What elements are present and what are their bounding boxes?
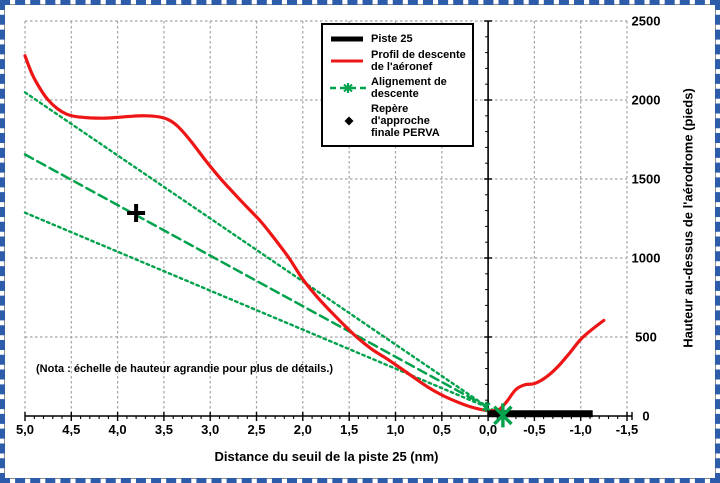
x-tick-label: 3,0 [201, 422, 219, 437]
x-tick-label: -0,5 [523, 422, 545, 437]
x-axis-title: Distance du seuil de la piste 25 (nm) [214, 449, 439, 464]
marker-alignement-point-seuil [481, 402, 491, 412]
marker-alignement-point-toucher [493, 405, 513, 426]
series-alignement-descente [23, 153, 505, 417]
legend-item-alignement-descente: Alignement de descente [327, 76, 468, 100]
y-axis-title: Hauteur au-dessus de l'aérodrome (pieds) [680, 88, 696, 348]
legend-label-piste-25: Piste 25 [371, 33, 413, 45]
legend-item-piste-25: Piste 25 [327, 32, 468, 46]
x-tick-label: 0,0 [479, 422, 497, 437]
legend-swatch-piste-25-icon [327, 32, 371, 46]
series-alignement-tolerance-sup [23, 91, 488, 408]
legend-item-profil-descente: Profil de descente de l'aéronef [327, 49, 468, 73]
legend-item-repere-perva: Repère d'approche finale PERVA [327, 103, 468, 139]
x-tick-label: 4,0 [109, 422, 127, 437]
legend-swatch-repere-perva-icon [327, 114, 371, 128]
x-tick-label: 0,5 [433, 422, 451, 437]
chart-note: (Nota : échelle de hauteur agrandie pour… [36, 363, 334, 375]
series-alignement-tolerance-inf [23, 211, 488, 408]
x-tick-label: 5,0 [16, 422, 34, 437]
x-tick-label: 2,5 [247, 422, 265, 437]
x-tick-label: 1,0 [386, 422, 404, 437]
y-tick-label: 500 [635, 330, 657, 345]
y-tick-label: 2000 [632, 93, 661, 108]
legend-label-alignement-descente: Alignement de descente [371, 76, 447, 100]
y-tick-label: 0 [642, 409, 649, 424]
x-tick-label: -1,5 [616, 422, 638, 437]
series-profil-descente [23, 54, 606, 413]
legend-label-repere-perva: Repère d'approche finale PERVA [371, 103, 440, 139]
x-tick-label: 4,5 [62, 422, 80, 437]
legend-swatch-profil-descente-icon [327, 54, 371, 68]
legend-label-profil-descente: Profil de descente de l'aéronef [371, 49, 466, 73]
legend: Piste 25 Profil de descente de l'aéronef Al… [321, 23, 474, 147]
y-tick-label: 1000 [632, 251, 661, 266]
y-tick-label: 2500 [632, 14, 661, 29]
x-tick-label: 2,0 [294, 422, 312, 437]
x-tick-label: 1,5 [340, 422, 358, 437]
x-tick-label: 3,5 [155, 422, 173, 437]
y-tick-label: 1500 [632, 172, 661, 187]
legend-swatch-alignement-descente-icon [327, 81, 371, 95]
x-tick-label: -1,0 [569, 422, 591, 437]
